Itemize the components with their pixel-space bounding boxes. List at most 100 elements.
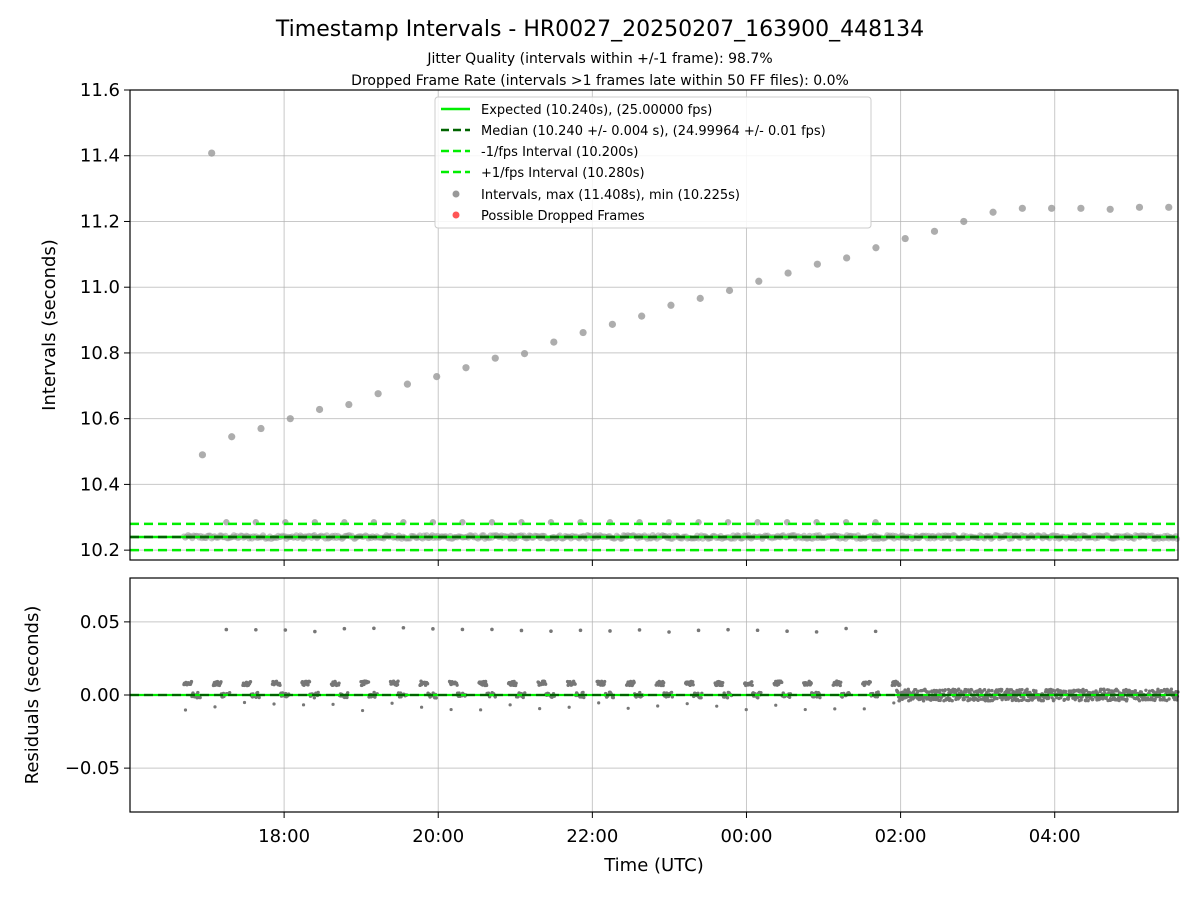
residual-point (254, 627, 258, 632)
intervals-ytick-label: 11.0 (80, 277, 120, 298)
interval-point (550, 338, 558, 346)
interval-point (1048, 204, 1056, 212)
interval-point (843, 254, 851, 262)
residual-point (948, 697, 952, 701)
x-tick-label: 20:00 (412, 826, 464, 847)
residual-point (248, 680, 253, 684)
intervals-ytick-label: 10.2 (80, 540, 120, 561)
residual-point (627, 683, 632, 688)
interval-point (491, 354, 499, 362)
interval-point (1106, 205, 1114, 213)
interval-point (638, 312, 646, 320)
residual-point (844, 626, 848, 631)
residual-point (726, 627, 730, 632)
intervals-y-axis-label: Intervals (seconds) (39, 239, 60, 411)
residual-point (638, 690, 642, 695)
residual-point (750, 683, 754, 687)
residual-point (661, 681, 666, 685)
residual-point (982, 687, 987, 692)
residual-point (833, 707, 837, 711)
residual-point (301, 703, 306, 707)
residual-point (337, 681, 341, 685)
residual-point (342, 626, 347, 631)
residual-point (1058, 689, 1063, 693)
residual-point (183, 708, 188, 712)
legend-intervals-label: Intervals, max (11.408s), min (10.225s) (481, 188, 740, 203)
x-tick-label: 18:00 (258, 826, 310, 847)
residual-point (449, 707, 453, 712)
interval-point (208, 149, 216, 157)
residual-point (1052, 698, 1056, 702)
residual-point (956, 687, 961, 691)
residual-point (521, 695, 525, 700)
legend: Expected (10.240s), (25.00000 fps) Media… (434, 96, 872, 229)
interval-point (257, 424, 265, 433)
residual-point (396, 679, 400, 683)
residual-point (272, 702, 276, 706)
interval-point (1018, 204, 1026, 212)
x-tick-label: 00:00 (721, 826, 773, 847)
residual-point (1034, 689, 1038, 693)
residual-point (785, 629, 789, 634)
residual-point (756, 696, 760, 700)
residual-point (1086, 698, 1090, 703)
residual-point (316, 690, 320, 695)
residual-point (637, 628, 642, 632)
residual-point (1133, 688, 1138, 693)
residual-point (862, 707, 866, 711)
residual-point (1020, 688, 1024, 692)
residual-point (484, 683, 489, 688)
interval-point (930, 227, 939, 235)
residual-point (1162, 695, 1166, 699)
residual-point (306, 683, 310, 687)
residual-point (691, 683, 695, 687)
interval-point (374, 390, 382, 398)
residual-point (906, 687, 910, 692)
residual-point (780, 680, 784, 685)
intervals-ytick-label: 10.8 (80, 343, 120, 364)
residual-point (995, 696, 999, 701)
residual-point (196, 690, 200, 695)
interval-point (754, 519, 761, 526)
residual-point (567, 705, 571, 709)
residual-point (669, 690, 674, 695)
residual-point (946, 687, 951, 692)
residual-point (307, 680, 312, 684)
legend-expected-label: Expected (10.240s), (25.00000 fps) (481, 103, 712, 118)
residual-point (1169, 687, 1174, 691)
residual-point (578, 628, 583, 633)
residual-point (1067, 695, 1071, 699)
interval-point (223, 519, 230, 526)
residual-point (1117, 698, 1121, 703)
intervals-ytick-label: 11.2 (80, 211, 120, 232)
intervals-plot-frame (129, 89, 1179, 561)
residual-point (744, 708, 748, 712)
residual-point (1041, 698, 1046, 703)
residual-point (219, 680, 223, 684)
residual-point (1022, 696, 1026, 700)
x-tick-label: 04:00 (1029, 826, 1081, 847)
residuals-ytick-label: 0.05 (80, 612, 120, 633)
residual-point (999, 687, 1004, 692)
interval-point (784, 269, 792, 277)
residual-point (1063, 689, 1068, 694)
legend-minus-fps-label: -1/fps Interval (10.200s) (481, 145, 638, 160)
residual-point (331, 702, 335, 706)
residual-point (1124, 687, 1128, 692)
interval-point (901, 234, 909, 243)
residual-point (1120, 697, 1124, 701)
residual-point (390, 701, 394, 705)
residual-point (538, 707, 542, 711)
residual-point (312, 696, 317, 700)
interval-point (725, 286, 734, 295)
residuals-ytick-label: −0.05 (65, 758, 120, 779)
residual-point (803, 707, 807, 712)
residual-point (750, 680, 754, 684)
interval-point (345, 400, 353, 409)
interval-point (462, 364, 470, 372)
residual-point (425, 681, 430, 686)
interval-point (813, 260, 821, 268)
residual-point (483, 679, 488, 684)
residual-point (581, 690, 585, 695)
